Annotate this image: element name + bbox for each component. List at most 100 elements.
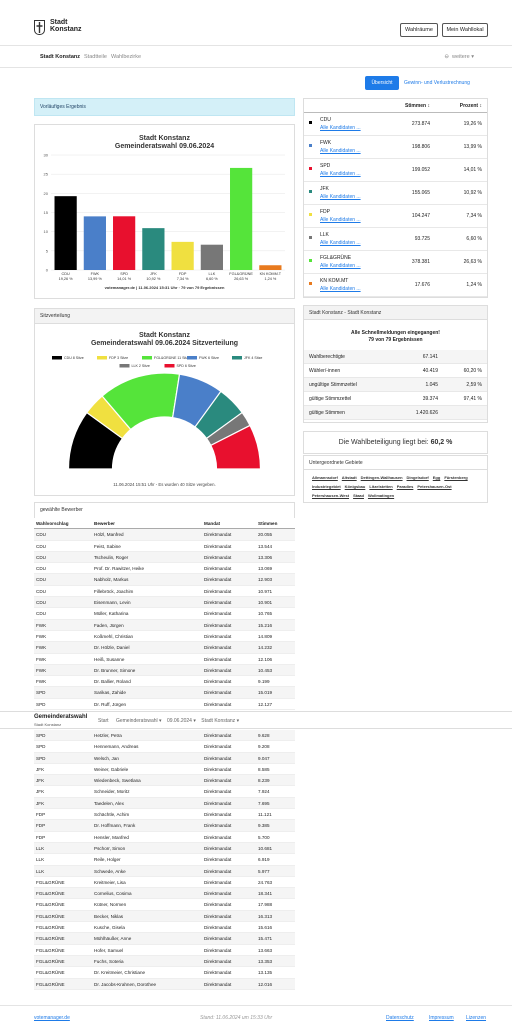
table-cell: Direktmandat — [204, 554, 232, 560]
table-cell: 5.977 — [258, 868, 270, 874]
brand-name[interactable]: Stadt Konstanz — [50, 19, 82, 33]
table-cell: 13.069 — [258, 566, 273, 572]
table-cell: 14.809 — [258, 633, 273, 639]
table-cell: 13.306 — [258, 554, 273, 560]
table-cell: 10.453 — [258, 667, 273, 673]
weitere-menu[interactable]: ⊖ weitere ▾ — [444, 54, 474, 60]
bar-value-label: 6,60 % — [206, 277, 218, 281]
sub-area-link[interactable]: Altstadt — [341, 475, 357, 480]
all-candidates-link[interactable]: Alle Kandidaten ... — [320, 240, 361, 246]
seat-chart-footer: 11.06.2024 15:51 Uhr - Es wurden 40 Sitz… — [113, 482, 216, 487]
table-cell: Cornelius, Cosima — [94, 891, 132, 897]
all-candidates-link[interactable]: Alle Kandidaten ... — [320, 263, 361, 269]
col-prozent-header[interactable]: Prozent ↕ — [459, 103, 482, 109]
sub-area-link[interactable]: Staad — [353, 493, 364, 498]
stats-label: gültige Stimmen — [309, 410, 345, 416]
result-status-banner: Vorläufiges Ergebnis — [34, 98, 295, 116]
table-cell: Prof. Dr. Rawitzer, Heike — [94, 566, 145, 572]
legend-label: SPD 6 Sitze — [177, 364, 196, 368]
nav-stadtteile[interactable]: Stadtteile — [84, 54, 107, 60]
sub-area-link[interactable]: Dettingen-Wallhausen — [360, 475, 403, 480]
table-row: FWK Dr. Brunner, Simone Direktmandat 10.453 — [34, 664, 295, 677]
nav-stadt-konstanz[interactable]: Stadt Konstanz — [40, 54, 81, 60]
legend-swatch — [187, 356, 197, 360]
table-row: FDP Hensler, Manfred Direktmandat 5.700 — [34, 832, 295, 843]
table-row: FGL&GRÜNE Kusche, Gisela Direktmandat 15.61… — [34, 922, 295, 934]
table-cell: CDU — [36, 588, 46, 594]
all-candidates-link[interactable]: Alle Kandidaten ... — [320, 171, 361, 177]
crumb-area[interactable]: Stadt Konstanz — [201, 718, 236, 724]
table-cell: Nabholz, Markus — [94, 577, 129, 583]
bar-fwk — [83, 216, 106, 270]
table-row: FGL&GRÜNE Dr. Kreitmeier, Christiane Direk… — [34, 967, 295, 979]
footer-votemanager-link[interactable]: votemanager.de — [34, 1015, 70, 1021]
legend-swatch — [164, 364, 175, 368]
all-candidates-link[interactable]: Alle Kandidaten ... — [320, 194, 361, 200]
stats-row: Wahlberechtigte 67.141 — [304, 350, 487, 364]
table-row: FWK Faden, Jürgen Direktmandat 15.216 — [34, 619, 295, 631]
sub-area-link[interactable]: Allmannsdorf — [312, 475, 338, 480]
y-tick-label: 0 — [46, 268, 49, 273]
uebersicht-button[interactable]: Übersicht — [365, 76, 399, 90]
all-candidates-link[interactable]: Alle Kandidaten ... — [320, 148, 361, 154]
crumb-election[interactable]: Gemeinderatswahl — [115, 718, 158, 724]
sub-areas-title: Untergeordnete Gebiete — [309, 460, 363, 466]
seat-chart-title: Stadt Konstanz — [139, 332, 190, 339]
table-row: FWK Heiß, Susanne Direktmandat 12.106 — [34, 654, 295, 665]
all-candidates-link[interactable]: Alle Kandidaten ... — [320, 286, 361, 292]
party-name: JFK — [320, 186, 329, 192]
col-wahlvorschlag: Wahlvorschlag — [36, 521, 69, 526]
sub-area-link[interactable]: Fürstenberg — [444, 475, 468, 480]
footer-datenschutz-link[interactable]: Datenschutz — [386, 1015, 414, 1021]
city-logo-icon[interactable] — [34, 20, 45, 35]
table-cell: 6.919 — [258, 857, 270, 863]
party-votes: 378.381 — [411, 259, 430, 265]
table-cell: Direktmandat — [204, 766, 232, 772]
table-cell: Direktmandat — [204, 600, 232, 606]
sub-area-link[interactable]: Paradies — [396, 484, 414, 489]
table-row: FGL&GRÜNE Fuchs, Soteria Direktmandat 13.35… — [34, 955, 295, 968]
table-cell: 12.903 — [258, 577, 273, 583]
table-cell: 12.127 — [258, 701, 273, 707]
table-cell: 12.016 — [258, 981, 273, 987]
mein-wahllokal-button[interactable]: Mein Wahllokal — [442, 23, 488, 37]
sub-area-link[interactable]: Wollmatingen — [367, 493, 395, 498]
sub-area-link[interactable]: Petershausen-Ost — [417, 484, 452, 489]
gewinn-verlust-link[interactable]: Gewinn- und Verlustrechnung — [404, 80, 470, 86]
seat-chart: CDU 8 Sitze FDP 3 Sitze FGL&GRÜNE 11 Sitze… — [52, 356, 262, 470]
table-row: LLK Reile, Holger Direktmandat 6.919 — [34, 854, 295, 866]
all-candidates-link[interactable]: Alle Kandidaten ... — [320, 217, 361, 223]
x-tick-label: FGL&GRÜNE — [229, 272, 253, 276]
party-votes: 273.874 — [411, 121, 430, 127]
globe-icon: ⊖ — [444, 54, 449, 60]
table-cell: Direktmandat — [204, 543, 232, 549]
table-cell: Direktmandat — [204, 733, 232, 738]
footer-lizenzen-link[interactable]: Lizenzen — [466, 1015, 487, 1021]
sub-area-link[interactable]: Petershausen-West — [312, 493, 350, 498]
table-cell: Hölzl, Manfred — [94, 532, 124, 538]
bar-chart-footer: votemanager.de | 11.06.2024 15:31 Uhr · … — [104, 285, 225, 290]
footer-impressum-link[interactable]: Impressum — [429, 1015, 454, 1021]
col-stimmen-header[interactable]: Stimmen ↕ — [404, 103, 430, 109]
nav-wahlbezirke[interactable]: Wahlbezirke — [111, 54, 142, 60]
sub-area-link[interactable]: Egg — [432, 475, 441, 480]
col-bewerber: Bewerber — [94, 521, 115, 526]
sub-area-link[interactable]: Litzelstetten — [369, 484, 393, 489]
table-row: CDU Tscheulin, Roger Direktmandat 13.306 — [34, 551, 295, 564]
table-cell: CDU — [36, 566, 46, 572]
crumb-date[interactable]: 09.06.2024 — [166, 718, 192, 724]
table-cell: FGL&GRÜNE — [36, 981, 65, 987]
sub-area-link[interactable]: Industriegebiet — [312, 484, 341, 489]
sub-area-link[interactable]: Dingelsdorf — [406, 475, 429, 480]
legend-label: LLK 2 Sitze — [132, 364, 150, 368]
table-cell: 9.047 — [258, 755, 270, 761]
table-cell: 7.695 — [258, 800, 270, 806]
wahlraeume-button[interactable]: Wahlräume — [400, 23, 438, 37]
crumb-start[interactable]: Start — [98, 718, 109, 724]
all-candidates-link[interactable]: Alle Kandidaten ... — [320, 125, 361, 131]
sub-area-link[interactable]: Königsbau — [344, 484, 366, 489]
table-row: SPD Hetzler, Petra Direktmandat 9.628 — [34, 730, 295, 742]
party-percent: 10,92 % — [463, 190, 482, 196]
table-row: SPD Welsch, Jan Direktmandat 9.047 — [34, 752, 295, 764]
